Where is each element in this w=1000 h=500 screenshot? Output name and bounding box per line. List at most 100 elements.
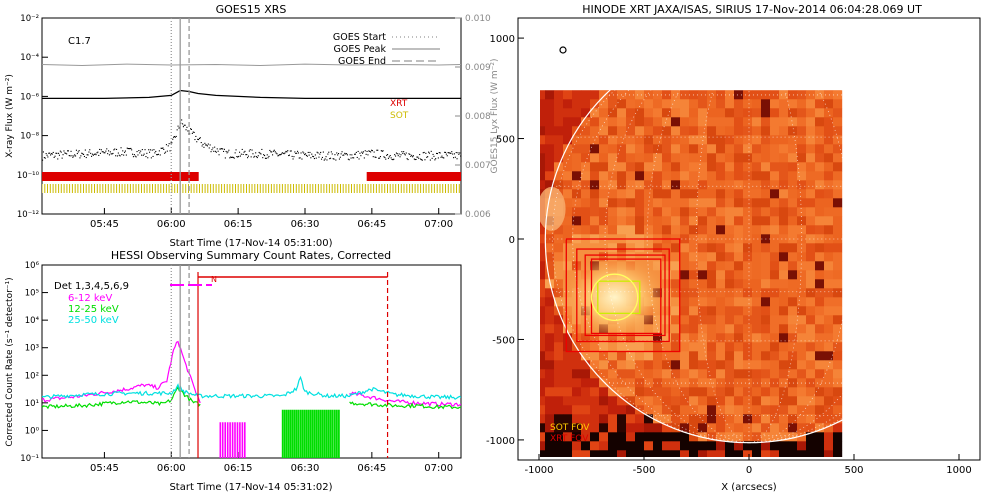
xrt-image-tile: [671, 135, 681, 145]
xrt-image-tile: [779, 288, 789, 298]
xrt-image-tile: [653, 333, 663, 343]
goes-xrs-short-point: [194, 139, 196, 141]
xrt-image-tile: [689, 270, 699, 280]
xrt-image-tile: [545, 297, 555, 307]
xrt-image-tile: [680, 216, 690, 226]
xrt-image-tile: [563, 162, 573, 172]
xrt-image-tile: [770, 315, 780, 325]
xrt-image-tile: [824, 306, 834, 316]
xrt-image-tile: [815, 441, 825, 451]
goes-xrs-short-point: [412, 155, 414, 157]
goes-xrs-short-point: [349, 154, 351, 156]
xrt-image-tile: [788, 216, 798, 226]
xrt-image-tile: [671, 189, 681, 199]
xrt-image-tile: [572, 459, 581, 468]
goes-xrs-short-point: [166, 150, 168, 152]
xrt-image-tile: [806, 369, 816, 379]
goes-xrs-short-point: [183, 124, 185, 126]
xrt-image-tile: [752, 99, 762, 109]
xrt-image-tile: [527, 414, 536, 423]
xrt-image-tile: [779, 198, 789, 208]
xrt-image-tile: [581, 414, 591, 424]
goes-xrs-short-point: [331, 153, 333, 155]
xrt-image-tile: [671, 243, 681, 253]
goes-xrs-short-point: [308, 154, 310, 156]
xrt-fov-box: [565, 238, 681, 353]
xrt-image-tile: [788, 198, 798, 208]
xrt-image-tile: [716, 198, 726, 208]
goes-y-label: X-ray Flux (W m⁻²): [5, 74, 15, 158]
xrt-image-tile: [590, 189, 600, 199]
goes-xrs-short-point: [43, 157, 45, 159]
goes-xrs-short-point: [150, 157, 152, 159]
xrt-image-tile: [707, 315, 717, 325]
xrt-image-tile: [788, 135, 798, 145]
xrt-image-tile: [527, 288, 536, 297]
xrt-image-tile: [572, 441, 582, 451]
xrt-image-tile: [540, 171, 546, 181]
xrt-image-tile: [698, 387, 708, 397]
xrt-image-tile: [788, 297, 798, 307]
xrt-image-tile: [644, 225, 654, 235]
xrt-image-tile: [680, 378, 690, 388]
xrt-image-tile: [779, 405, 789, 415]
xrt-image-tile: [743, 180, 753, 190]
xrt-image-tile: [518, 117, 527, 126]
goes-xrs-short-point: [371, 150, 373, 152]
xrt-image-tile: [815, 234, 825, 244]
east-limb-brightening: [540, 186, 566, 231]
goes-xrs-short-point: [369, 150, 371, 152]
xrt-image-tile: [563, 261, 573, 271]
xrt-image-tile: [653, 441, 663, 451]
xrt-image-tile: [788, 234, 798, 244]
goes-xrs-short-point: [202, 143, 204, 145]
xrt-image-tile: [518, 162, 527, 171]
xrt-image-tile: [590, 108, 600, 118]
xrt-image-tile: [779, 153, 789, 163]
xrt-image-tile: [662, 351, 672, 361]
xrt-image-tile: [644, 450, 654, 457]
xrt-image-tile: [581, 171, 591, 181]
xrt-image-tile: [689, 216, 699, 226]
goes-xrs-short-point: [264, 155, 266, 157]
xrt-image-tile: [608, 90, 618, 100]
xrt-image-tile: [797, 333, 807, 343]
goes-xrs-short-point: [319, 153, 321, 155]
goes-xrs-short-point: [377, 149, 379, 151]
xrt-image-tile: [779, 315, 789, 325]
xrt-image-tile: [797, 99, 807, 109]
xrt-image-tile: [581, 135, 591, 145]
xrt-image-tile: [689, 171, 699, 181]
xrt-image-tile: [725, 270, 735, 280]
goes-xrs-short-point: [269, 149, 271, 151]
xrt-image-tile: [653, 216, 663, 226]
xrt-image-tile: [743, 378, 753, 388]
active-region-glow: [554, 249, 675, 346]
xrt-image-tile: [626, 342, 636, 352]
goes-xrs-short-point: [282, 152, 284, 154]
xrt-image-tile: [761, 306, 771, 316]
xrt-image-tile: [617, 189, 627, 199]
goes-xrs-short-point: [156, 154, 158, 156]
xrt-image-tile: [761, 153, 771, 163]
xrt-image-tile: [806, 234, 816, 244]
xrt-image-tile: [626, 387, 636, 397]
xrt-image-tile: [527, 207, 536, 216]
xrt-image-tile: [752, 126, 762, 136]
goes-xrs-short-point: [399, 156, 401, 158]
xrt-image-tile: [662, 162, 672, 172]
xrt-image-tile: [563, 144, 573, 154]
xrt-image-tile: [563, 117, 573, 127]
xrt-image-tile: [680, 90, 690, 100]
xrt-image-tile: [527, 198, 536, 207]
xrt-image-tile: [806, 432, 816, 442]
xrt-image-tile: [644, 189, 654, 199]
xrt-image-tile: [797, 117, 807, 127]
xrt-image-tile: [815, 90, 825, 100]
xrt-image-tile: [617, 180, 627, 190]
xrt-image-tile: [734, 315, 744, 325]
xrt-image-tile: [824, 252, 834, 262]
xrt-image-tile: [626, 369, 636, 379]
hessi-green-block: [281, 409, 340, 458]
